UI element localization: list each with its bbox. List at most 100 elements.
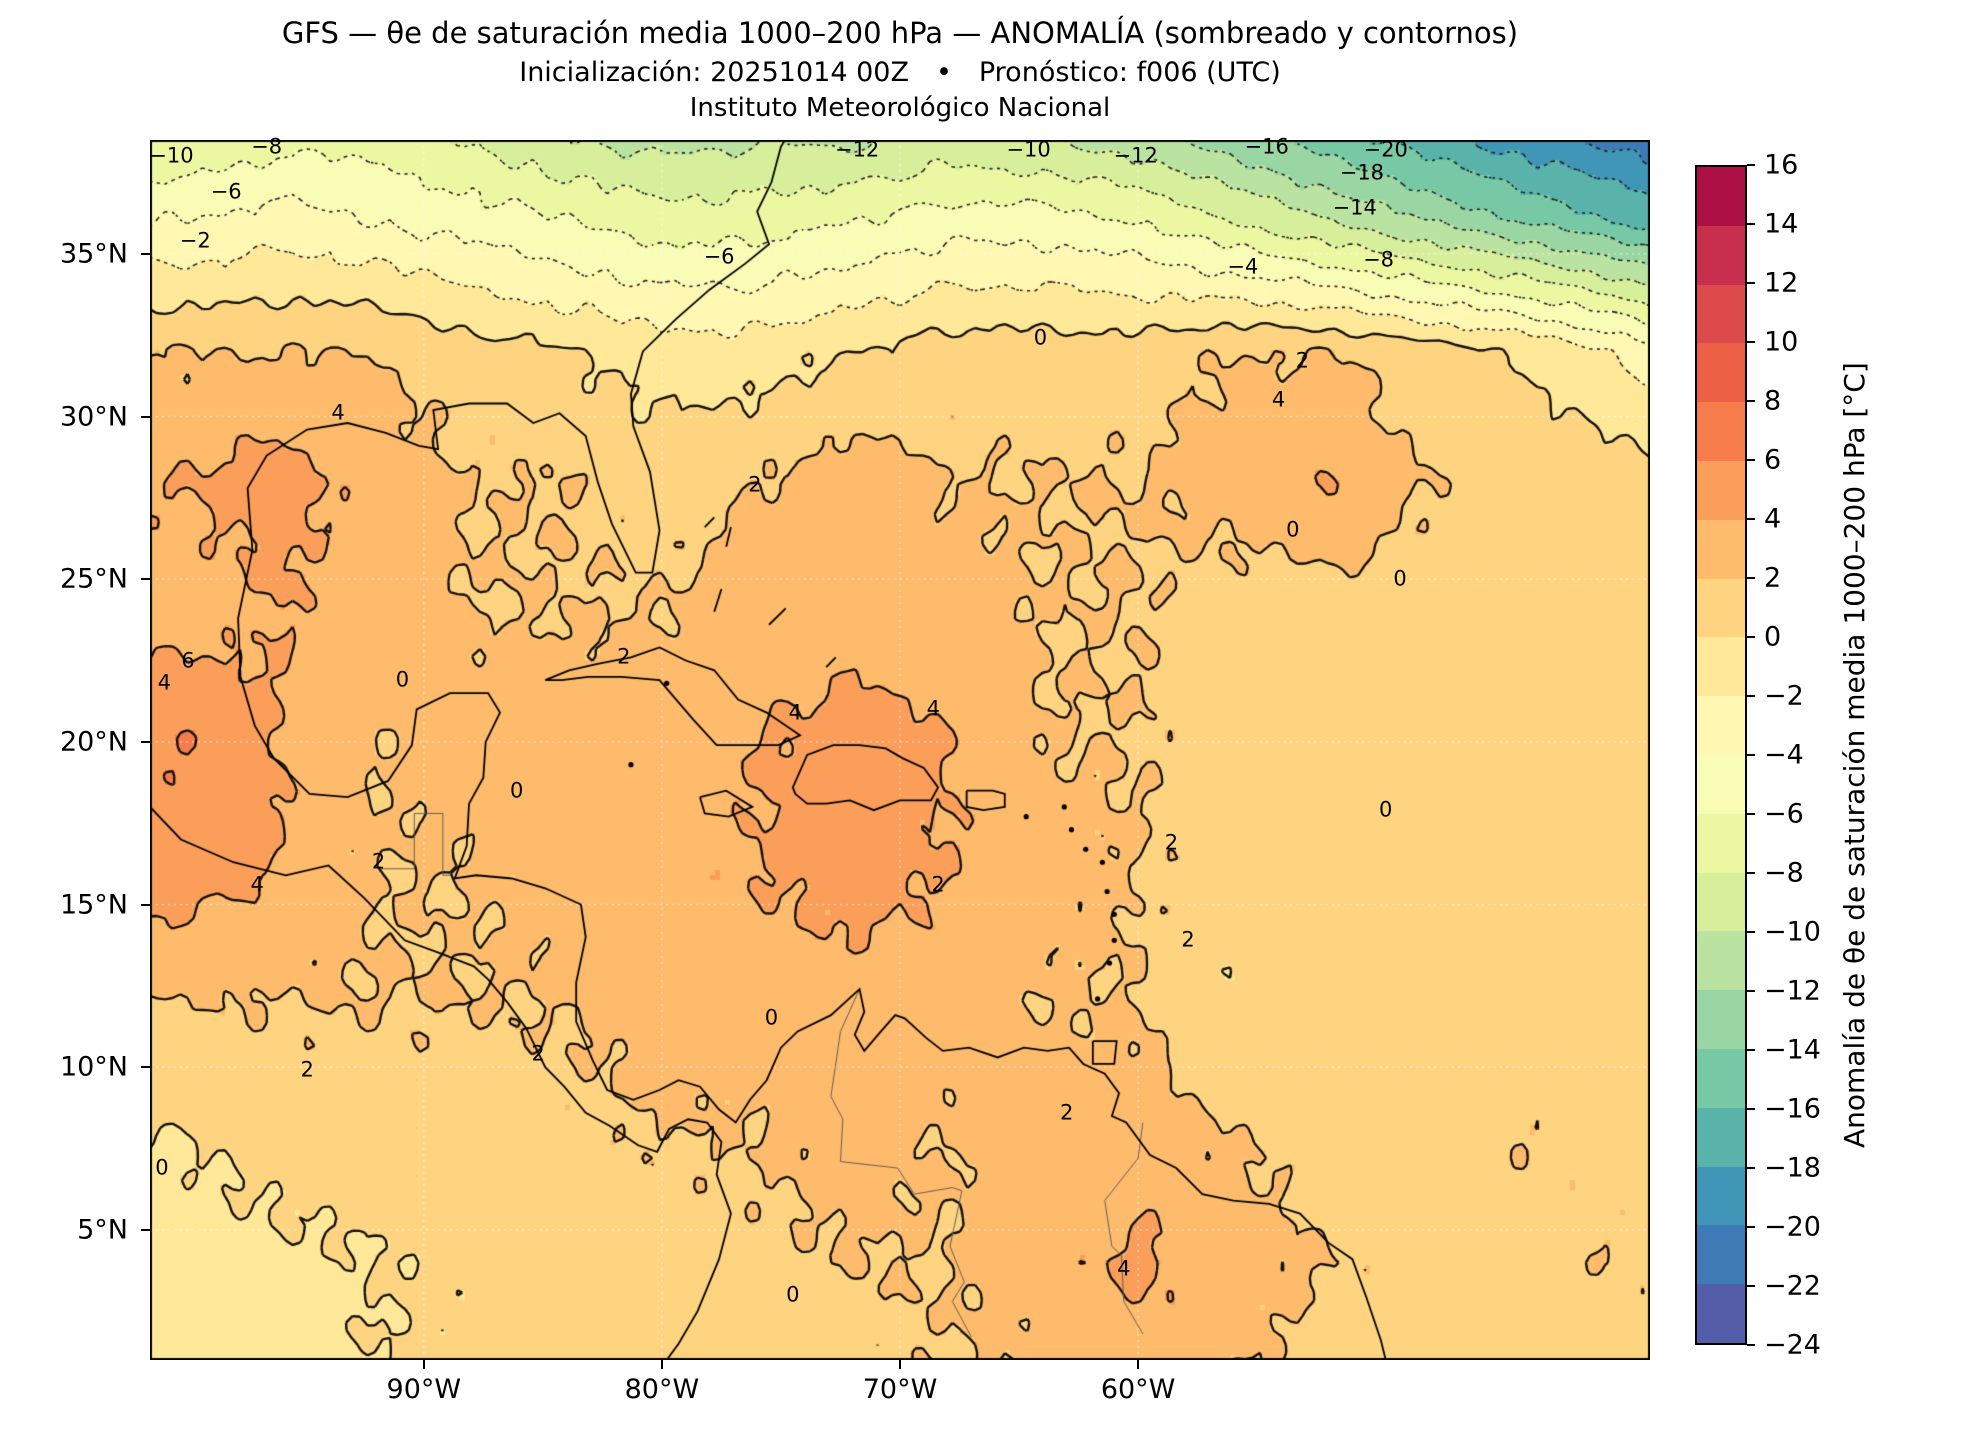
colorbar-label: Anomalía de θe de saturación media 1000–…: [1838, 362, 1871, 1148]
colorbar-tick-label: 16: [1764, 149, 1799, 181]
x-tick-mark: [422, 1360, 425, 1369]
colorbar-segment: [1697, 519, 1745, 579]
colorbar-tick-mark: [1747, 813, 1755, 815]
colorbar-tick-label: 14: [1764, 208, 1799, 240]
contour-label: 2: [371, 849, 386, 874]
contour-label: 6: [181, 648, 195, 673]
contour-label: 4: [788, 700, 802, 725]
contour-label: −12: [834, 137, 880, 162]
contour-label: 0: [764, 1005, 779, 1030]
contour-label: 4: [1117, 1256, 1131, 1281]
y-tick-label: 15°N: [59, 889, 128, 921]
colorbar-tick-mark: [1747, 1226, 1755, 1228]
contour-label: −8: [251, 134, 283, 158]
contour-label: 2: [748, 472, 762, 497]
colorbar-segment: [1697, 1225, 1745, 1285]
contour-label: 0: [155, 1155, 169, 1180]
contour-label: −14: [1332, 195, 1377, 220]
contour-label: −16: [1244, 134, 1289, 158]
colorbar-tick-label: 2: [1764, 562, 1782, 594]
colorbar-tick-label: −14: [1764, 1034, 1821, 1066]
contour-label: 0: [395, 667, 410, 692]
colorbar-tick-label: −20: [1764, 1211, 1821, 1243]
x-tick-mark: [899, 1360, 901, 1369]
colorbar-tick-label: −24: [1764, 1329, 1821, 1361]
anomaly-map-canvas: [150, 140, 1650, 1360]
y-tick-mark: [141, 740, 150, 743]
figure-titles: GFS — θe de saturación media 1000–200 hP…: [150, 16, 1650, 123]
contour-label: 4: [157, 670, 171, 695]
contour-label: 2: [531, 1041, 545, 1066]
colorbar-tick-label: −16: [1764, 1093, 1821, 1125]
colorbar-tick-label: −10: [1764, 916, 1821, 948]
colorbar-tick-mark: [1747, 1344, 1755, 1346]
contour-label: −18: [1339, 160, 1385, 185]
colorbar-tick-mark: [1747, 1167, 1755, 1169]
contour-label: 2: [1181, 927, 1195, 952]
colorbar-segment: [1697, 225, 1745, 285]
colorbar-segment: [1697, 1284, 1745, 1343]
colorbar-tick-label: 10: [1764, 326, 1799, 358]
colorbar-tick-mark: [1747, 990, 1755, 992]
y-axis: 35°N 30°N 25°N 20°N 15°N 10°N 5°N: [0, 140, 150, 1360]
colorbar-tick-mark: [1747, 282, 1755, 284]
contour-label: −20: [1363, 137, 1408, 162]
y-tick-mark: [141, 1228, 150, 1231]
colorbar-segment: [1697, 1107, 1745, 1167]
y-tick-mark: [141, 252, 150, 255]
contour-label: 2: [931, 872, 945, 897]
contour-label: 0: [786, 1282, 800, 1307]
map-plot-area: 90°W 80°W 70°W 60°W −10 −8 −6 −2 −12 −10 −12 −16 −20…: [149, 136, 1650, 1405]
contour-label: −10: [149, 143, 194, 168]
y-tick-label: 30°N: [59, 401, 128, 433]
colorbar-tick-label: −2: [1764, 680, 1804, 712]
colorbar-tick-label: 12: [1764, 267, 1799, 299]
colorbar-tick-mark: [1747, 636, 1755, 638]
x-tick-label: 90°W: [386, 1374, 462, 1405]
colorbar-tick-mark: [1747, 164, 1755, 166]
y-tick-label: 10°N: [59, 1051, 128, 1083]
colorbar-segment: [1697, 167, 1745, 226]
x-tick-mark: [660, 1360, 663, 1369]
colorbar-tick-mark: [1747, 400, 1755, 402]
contour-label: 0: [509, 778, 524, 803]
colorbar-tick-mark: [1747, 1108, 1755, 1110]
colorbar-segment: [1697, 578, 1745, 638]
contour-label: 2: [300, 1057, 314, 1082]
colorbar-tick-label: −6: [1764, 798, 1804, 830]
colorbar-tick-label: −12: [1764, 975, 1821, 1007]
colorbar-segment: [1697, 284, 1745, 344]
contour-label: −6: [703, 244, 735, 269]
colorbar-segment: [1697, 696, 1745, 755]
colorbar-tick-label: −22: [1764, 1270, 1821, 1302]
colorbar: [1695, 165, 1747, 1345]
contour-label: −2: [179, 228, 211, 253]
figure-institution: Instituto Meteorológico Nacional: [689, 93, 1111, 123]
colorbar-segment: [1697, 872, 1745, 932]
y-tick-mark: [141, 578, 150, 581]
colorbar-tick-mark: [1747, 695, 1755, 697]
contour-label: −12: [1113, 143, 1158, 168]
colorbar-segment: [1697, 990, 1745, 1049]
contour-label: 2: [1059, 1100, 1074, 1125]
colorbar-tick-mark: [1747, 518, 1755, 520]
contour-label: −10: [1006, 137, 1051, 162]
colorbar-tick-mark: [1747, 341, 1755, 343]
y-tick-label: 25°N: [59, 563, 128, 595]
colorbar-tick-mark: [1747, 754, 1755, 756]
y-tick-label: 5°N: [77, 1214, 128, 1246]
colorbar-tick-mark: [1747, 872, 1755, 874]
y-tick-mark: [141, 903, 150, 906]
contour-label: 0: [1286, 517, 1300, 542]
colorbar-tick-mark: [1747, 931, 1755, 933]
colorbar-tick-mark: [1747, 1285, 1755, 1287]
contour-label: 4: [331, 400, 345, 425]
contour-label: 4: [926, 696, 941, 721]
y-tick-label: 35°N: [59, 238, 128, 270]
figure-title: GFS — θe de saturación media 1000–200 hP…: [281, 16, 1519, 50]
contour-label: 4: [1271, 387, 1286, 412]
contour-label: 4: [250, 872, 264, 897]
colorbar-segment: [1697, 402, 1745, 461]
x-tick-mark: [1137, 1360, 1140, 1369]
colorbar-tick-mark: [1747, 577, 1755, 579]
